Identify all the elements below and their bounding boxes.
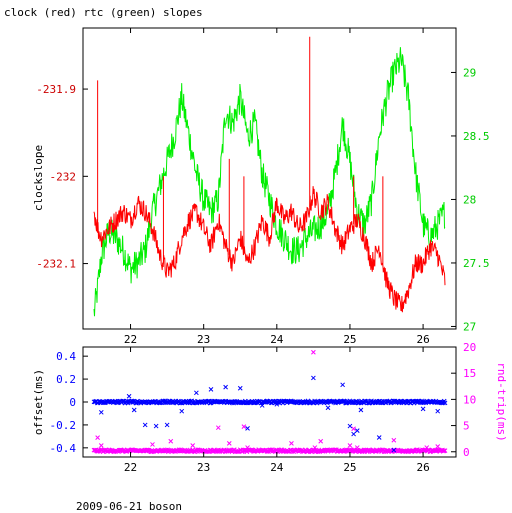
offset-outlier-point [354, 428, 360, 433]
bottom-left-axis-label: offset(ms) [32, 369, 45, 435]
rnd-trip-baseline-point [262, 448, 267, 453]
rnd-trip-outlier-point [311, 349, 316, 355]
rnd-trip-outlier-point [190, 443, 196, 448]
offset-outlier-point [245, 426, 250, 431]
right-tick-label: 5 [463, 420, 470, 433]
x-tick-label: 23 [197, 461, 210, 474]
rnd-trip-outlier-point [226, 441, 232, 446]
x-tick-label: 25 [343, 333, 356, 346]
rnd-trip-outlier-point [391, 437, 397, 443]
left-tick-label: -232.1 [36, 258, 76, 271]
offset-baseline-point [350, 400, 356, 405]
offset-outlier-point [274, 401, 280, 407]
rnd-trip-outlier-point [241, 424, 247, 429]
rnd-trip-outlier-point [150, 442, 155, 447]
rnd-trip-outlier-point [95, 435, 100, 440]
left-tick-label: -232 [50, 170, 77, 183]
offset-outlier-point [340, 382, 345, 388]
offset-outlier-point [311, 375, 316, 381]
footer-label: 2009-06-21 boson [76, 500, 182, 513]
offset-outlier-point [259, 403, 265, 408]
x-tick-label: 23 [197, 333, 210, 346]
right-tick-label: 15 [463, 367, 476, 380]
offset-outlier-point [223, 384, 228, 390]
offset-outlier-point [435, 408, 441, 414]
top-plot: 22 23 24 25 26 -231.9 -232 -232.1 27 27.5 28 28.5… [32, 27, 490, 346]
bottom-left-ticks: 0.4 0.2 0 -0.2 -0.4 [50, 350, 88, 455]
x-tick-label: 22 [124, 461, 137, 474]
right-tick-label: 10 [463, 393, 476, 406]
left-tick-label: 0 [69, 396, 76, 409]
x-tick-label: 22 [124, 333, 137, 346]
x-tick-label: 24 [270, 333, 284, 346]
x-tick-label: 24 [270, 461, 284, 474]
bottom-right-axis-label: rnd-trip(ms) [495, 362, 508, 441]
offset-outlier-point [179, 408, 185, 414]
top-plot-frame [82, 27, 457, 330]
top-left-axis-label: clockslope [32, 145, 45, 211]
rnd-trip-outlier-point [318, 438, 324, 444]
rnd-trip-outlier-point [312, 445, 318, 450]
offset-outlier-point [325, 405, 331, 411]
offset-outlier-point [164, 422, 170, 428]
rnd-trip-baseline-point [145, 447, 150, 453]
right-tick-label: 20 [463, 341, 476, 354]
rnd-trip-baseline-point [442, 448, 448, 454]
rnd-trip-outlier-point [351, 426, 356, 432]
top-right-ticks: 27 27.5 28 28.5 29 [451, 66, 490, 333]
offset-outlier-point [289, 399, 294, 405]
offset-outlier-point [420, 406, 426, 412]
rtc-series-line [93, 47, 446, 317]
chart-title: clock (red) rtc (green) slopes [4, 6, 203, 19]
x-tick-label: 26 [416, 461, 429, 474]
top-left-ticks: -231.9 -232 -232.1 [36, 83, 88, 271]
offset-outlier-point [142, 422, 148, 428]
right-tick-label: 28.5 [463, 130, 490, 143]
offset-outlier-point [153, 423, 159, 429]
x-tick-label: 25 [343, 461, 356, 474]
bottom-x-ticks: 22 23 24 25 26 [124, 347, 430, 474]
offset-outlier-point [358, 407, 364, 413]
right-tick-label: 27.5 [463, 257, 490, 270]
offset-outlier-point [126, 393, 132, 399]
x-tick-label: 26 [416, 333, 429, 346]
offset-baseline-point [390, 398, 396, 404]
right-tick-label: 27 [463, 320, 476, 333]
top-x-ticks: 22 23 24 25 26 [124, 28, 430, 346]
rnd-trip-outlier-point [215, 425, 221, 431]
offset-outlier-point [131, 407, 137, 413]
right-tick-label: 0 [463, 446, 470, 459]
left-tick-label: 0.4 [56, 350, 76, 363]
offset-baseline-point [442, 400, 448, 406]
rnd-trip-outlier-point [98, 443, 104, 448]
rnd-trip-outlier-point [435, 444, 441, 449]
rnd-trip-outlier-point [354, 445, 360, 450]
rnd-trip-outlier-point [245, 445, 250, 450]
rnd-trip-baseline-point [441, 448, 447, 454]
rnd-trip-outlier-point [347, 443, 353, 448]
right-tick-label: 28 [463, 193, 476, 206]
rnd-trip-outlier-point [289, 441, 294, 446]
offset-outlier-point [347, 423, 353, 429]
offset-outlier-point [208, 387, 214, 392]
bottom-plot: 22 23 24 25 26 0.4 0.2 0 -0.2 -0.4 0 5 10 15 20 offs… [32, 341, 508, 474]
right-tick-label: 29 [463, 66, 476, 79]
bottom-right-ticks: 0 5 10 15 20 [451, 341, 476, 459]
left-tick-label: -0.4 [50, 442, 77, 455]
offset-outlier-point [391, 447, 397, 453]
offset-outlier-point [376, 435, 382, 440]
offset-outlier-point [194, 390, 199, 396]
rnd-trip-baseline-point [285, 448, 291, 454]
offset-outlier-point [237, 385, 243, 391]
clock-series-line [93, 186, 446, 313]
offset-outlier-point [98, 409, 104, 415]
left-tick-label: -0.2 [50, 419, 77, 432]
rnd-trip-outlier-point [424, 445, 430, 450]
rnd-trip-outlier-point [168, 438, 174, 444]
left-tick-label: 0.2 [56, 373, 76, 386]
left-tick-label: -231.9 [36, 83, 76, 96]
offset-outlier-point [351, 431, 356, 437]
